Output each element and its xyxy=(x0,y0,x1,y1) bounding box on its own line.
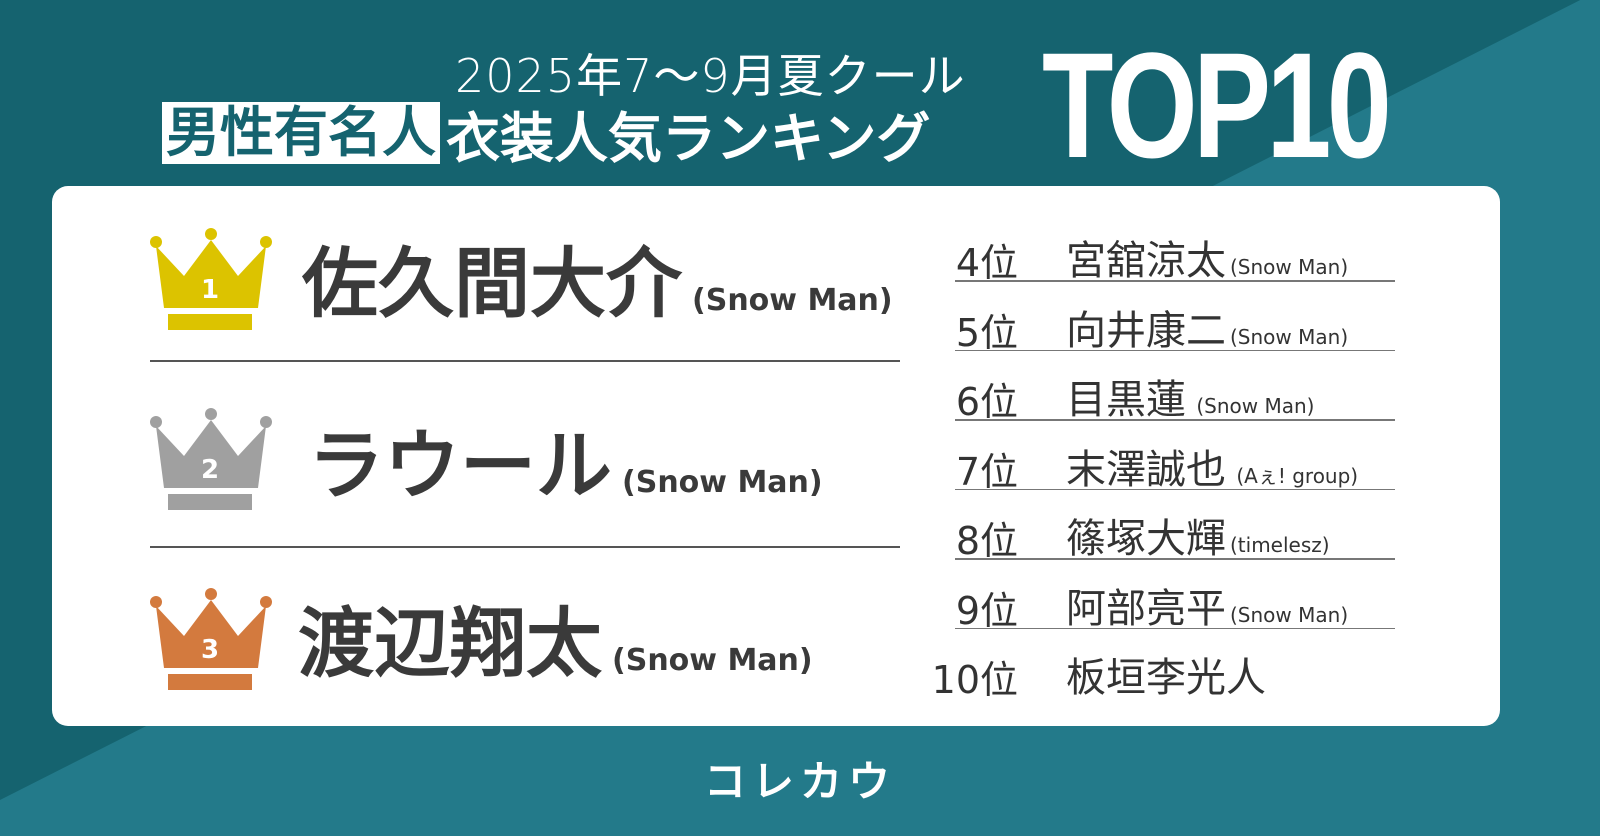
group-name: (Snow Man) xyxy=(1230,602,1349,627)
bronze-crown-icon: 3 xyxy=(150,588,272,690)
ranking-card xyxy=(52,186,1500,726)
person-name: 宮舘涼太 (Snow Man) xyxy=(1066,228,1348,286)
top3-item: 2 ラウール (Snow Man) xyxy=(150,408,900,558)
person-name: ラウール xyxy=(308,421,612,510)
crown-rank-number: 1 xyxy=(201,275,219,305)
crown-rank-number: 3 xyxy=(201,635,219,665)
name-text: 篠塚大輝 xyxy=(1066,516,1226,562)
ranking-row: 6位 目黒蓮 (Snow Man) xyxy=(930,361,1400,431)
ranking-row: 5位 向井康二 (Snow Man) xyxy=(930,292,1400,362)
top3-name: 渡辺翔太 (Snow Man) xyxy=(298,582,813,692)
rank-label: 4位 xyxy=(955,241,1018,285)
row-divider xyxy=(955,627,1395,629)
divider xyxy=(150,360,900,362)
group-name: (Aぇ! group) xyxy=(1230,463,1359,488)
gold-crown-icon: 1 xyxy=(150,228,272,330)
rank-label: 6位 xyxy=(955,380,1018,424)
page-title: 男性有名人 衣装人気ランキング xyxy=(162,102,930,170)
name-text: 目黒蓮 xyxy=(1066,377,1186,423)
row-divider xyxy=(955,558,1395,560)
brand-logo: コレカウ xyxy=(703,757,896,806)
group-name: (Snow Man) xyxy=(622,465,823,500)
top3-name: ラウール (Snow Man) xyxy=(308,404,823,514)
group-name: (Snow Man) xyxy=(1230,255,1349,279)
divider xyxy=(150,546,900,548)
person-name: 板垣李光人 xyxy=(1066,645,1270,703)
title-highlight: 男性有名人 xyxy=(162,102,440,164)
subtitle: 2025年7〜9月夏クール xyxy=(455,49,966,103)
row-divider xyxy=(955,280,1395,282)
name-text: 向井康二 xyxy=(1066,307,1226,354)
group-name: (Snow Man) xyxy=(692,283,893,318)
crown-rank-number: 2 xyxy=(201,455,219,485)
top3-item: 3 渡辺翔太 (Snow Man) xyxy=(150,588,900,738)
person-name: 向井康二 (Snow Man) xyxy=(1066,298,1348,356)
title-rest: 衣装人気ランキング xyxy=(446,106,931,170)
name-text: 宮舘涼太 xyxy=(1066,238,1226,284)
ranking-row: 8位 篠塚大輝 (timelesz) xyxy=(930,500,1400,570)
person-name: 目黒蓮 (Snow Man) xyxy=(1066,367,1314,425)
row-divider xyxy=(955,488,1395,490)
ranking-row: 9位 阿部亮平 (Snow Man) xyxy=(930,570,1400,640)
person-name: 阿部亮平 (Snow Man) xyxy=(1066,576,1348,634)
name-text: 板垣李光人 xyxy=(1066,655,1266,701)
rank-label: 5位 xyxy=(955,310,1018,355)
person-name: 末澤誠也 (Aぇ! group) xyxy=(1066,437,1358,495)
silver-crown-icon: 2 xyxy=(150,408,272,510)
name-text: 阿部亮平 xyxy=(1066,585,1226,632)
rank-label: 9位 xyxy=(955,588,1018,633)
row-divider xyxy=(955,419,1395,421)
group-name: (timelesz) xyxy=(1230,533,1330,557)
row-divider xyxy=(955,349,1395,351)
rank-label: 7位 xyxy=(955,449,1018,494)
top10-badge: TOP10 xyxy=(1042,21,1392,189)
rank-label: 10位 xyxy=(931,658,1018,702)
ranking-row: 4位 宮舘涼太 (Snow Man) xyxy=(930,222,1400,292)
group-name: (Snow Man) xyxy=(1230,324,1349,349)
ranking-row: 7位 末澤誠也 (Aぇ! group) xyxy=(930,431,1400,501)
ranking-row: 10位 板垣李光人 xyxy=(930,639,1400,709)
rank-label: 8位 xyxy=(955,519,1018,563)
top3-item: 1 佐久間大介 (Snow Man) xyxy=(150,228,900,378)
person-name: 佐久間大介 xyxy=(302,239,682,328)
name-text: 末澤誠也 xyxy=(1066,446,1226,493)
person-name: 篠塚大輝 (timelesz) xyxy=(1066,506,1330,564)
top3-name: 佐久間大介 (Snow Man) xyxy=(302,222,893,332)
group-name: (Snow Man) xyxy=(1190,394,1315,418)
group-name: (Snow Man) xyxy=(612,643,813,678)
person-name: 渡辺翔太 xyxy=(298,599,602,688)
